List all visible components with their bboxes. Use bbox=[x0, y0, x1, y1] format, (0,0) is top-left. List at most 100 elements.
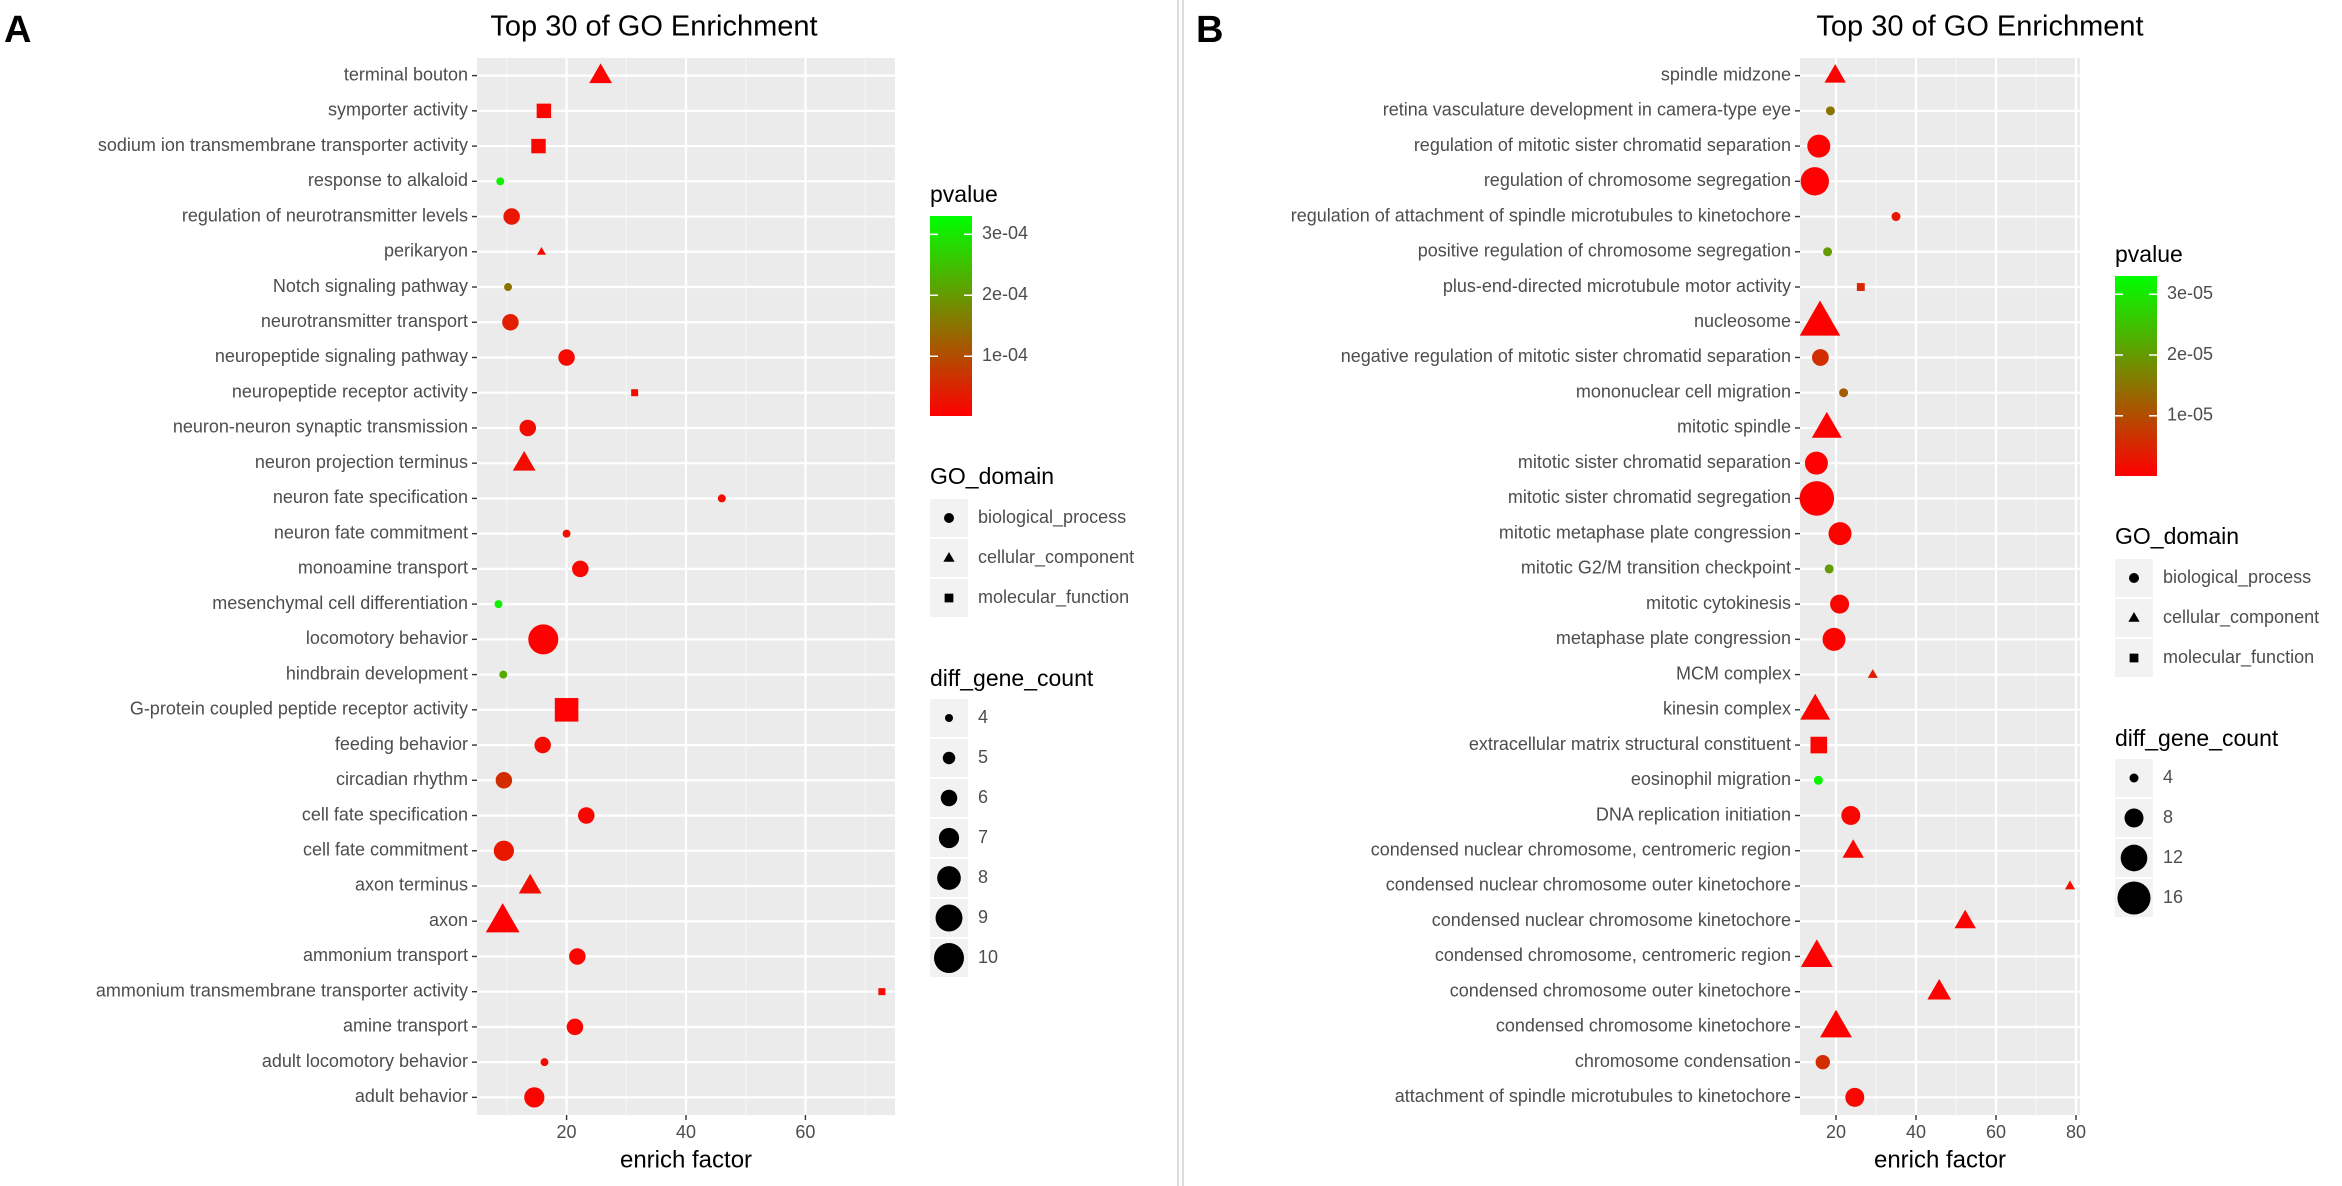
panel-b-title: Top 30 of GO Enrichment bbox=[1816, 11, 2143, 43]
panel-a-point bbox=[540, 1058, 549, 1067]
panel-b-category-label: condensed chromosome, centromeric region bbox=[1435, 945, 1791, 965]
panel-a-legend-domain-label: biological_process bbox=[978, 507, 1126, 528]
panel-a-point bbox=[504, 283, 513, 292]
panel-a-point bbox=[589, 63, 612, 84]
panel-b-plot-background bbox=[1800, 58, 2080, 1115]
panel-a-category-label: locomotory behavior bbox=[306, 628, 468, 648]
panel-a-category-label: neuron fate specification bbox=[273, 487, 468, 507]
panel-b-legend-count-title: diff_gene_count bbox=[2115, 725, 2279, 751]
panel-a-point bbox=[558, 349, 575, 366]
panel-a-legend-domain-key bbox=[944, 513, 954, 523]
panel-b-legend-color-bar bbox=[2115, 276, 2157, 476]
panel-b-category-label: mitotic sister chromatid segregation bbox=[1508, 487, 1791, 507]
panel-a-legend-count-title: diff_gene_count bbox=[930, 665, 1094, 691]
panel-b-category-label: spindle midzone bbox=[1661, 64, 1791, 84]
panel-b-point bbox=[1800, 939, 1833, 967]
panel-b-point bbox=[1824, 564, 1834, 574]
panel-b-point bbox=[1828, 522, 1852, 546]
panel-a-category-label: terminal bouton bbox=[344, 64, 468, 84]
panel-b-legend-domain-label: biological_process bbox=[2163, 567, 2311, 588]
panel-a-label: A bbox=[4, 9, 31, 51]
panel-b-category-label: mitotic G2/M transition checkpoint bbox=[1521, 558, 1791, 578]
panel-a-legend-color-label: 2e-04 bbox=[982, 284, 1028, 304]
panel-b-category-label: condensed nuclear chromosome, centromeri… bbox=[1371, 840, 1791, 860]
panel-a-point bbox=[528, 624, 559, 655]
panel-a-point bbox=[519, 419, 537, 437]
panel-a-category-label: symporter activity bbox=[328, 100, 468, 120]
panel-b-category-label: regulation of attachment of spindle micr… bbox=[1291, 205, 1791, 225]
panel-b-point bbox=[1856, 283, 1865, 291]
panel-a-category-label: neurotransmitter transport bbox=[261, 311, 468, 331]
panel-b-category-label: attachment of spindle microtubules to ki… bbox=[1395, 1086, 1791, 1106]
panel-a-legend-color-label: 1e-04 bbox=[982, 345, 1028, 365]
panel-a-point bbox=[578, 807, 595, 824]
panel-b-point bbox=[1820, 1009, 1852, 1038]
panel-b-category-label: condensed chromosome kinetochore bbox=[1496, 1016, 1791, 1036]
panel-b-category-label: eosinophil migration bbox=[1631, 769, 1791, 789]
panel-b-legend-pvalue-title: pvalue bbox=[2115, 241, 2183, 267]
panel-b-category-label: plus-end-directed microtubule motor acti… bbox=[1443, 276, 1791, 296]
panel-a-point bbox=[631, 389, 639, 397]
panel-b-x-axis-title: enrich factor bbox=[1874, 1146, 2006, 1173]
panel-b-point bbox=[1822, 627, 1846, 651]
panel-a-point bbox=[512, 450, 536, 471]
panel-a-legend-count-key bbox=[935, 904, 963, 932]
panel-b-category-label: mitotic sister chromatid separation bbox=[1518, 452, 1791, 472]
panel-b-category-label: retina vasculature development in camera… bbox=[1383, 100, 1791, 120]
panel-b-x-tick-label: 60 bbox=[1986, 1122, 2006, 1142]
panel-b-point bbox=[1812, 349, 1829, 366]
panel-a-point bbox=[566, 1018, 584, 1036]
panel-b-legend-domain-label: molecular_function bbox=[2163, 647, 2314, 668]
panel-b-legend-count-label: 8 bbox=[2163, 807, 2173, 827]
panel-b-point bbox=[1815, 1054, 1831, 1070]
panel-b-point bbox=[1845, 1087, 1865, 1107]
panel-a-point bbox=[495, 772, 513, 789]
panel-b-category-label: mitotic cytokinesis bbox=[1646, 593, 1791, 613]
panel-a-point bbox=[878, 988, 886, 996]
panel-b-point bbox=[1810, 736, 1828, 754]
panel-a-point bbox=[485, 903, 520, 933]
panel-a-category-label: G-protein coupled peptide receptor activ… bbox=[130, 699, 468, 719]
panel-b-category-label: mitotic spindle bbox=[1677, 417, 1791, 437]
panel-b-point bbox=[1824, 64, 1846, 83]
panel-a-legend-domain-key bbox=[943, 551, 955, 562]
panel-b-legend-count-key bbox=[2129, 773, 2139, 783]
panel-a-point bbox=[717, 494, 726, 503]
panel-b-legend-domain-label: cellular_component bbox=[2163, 607, 2319, 628]
panel-b-point bbox=[1800, 167, 1829, 196]
panel-b-point bbox=[1867, 669, 1878, 678]
panel-a-category-label: adult behavior bbox=[355, 1086, 468, 1106]
panel-a-legend-count-key bbox=[942, 751, 956, 765]
panel-b-legend-count-key bbox=[2124, 808, 2144, 828]
panel-b-legend-domain-key bbox=[2129, 573, 2139, 583]
panel-a-legend-domain-key bbox=[944, 593, 954, 603]
panel-b-point bbox=[1807, 134, 1831, 158]
panel-b-category-label: DNA replication initiation bbox=[1596, 804, 1791, 824]
panel-b-point bbox=[1800, 693, 1831, 720]
panel-b-category-label: chromosome condensation bbox=[1575, 1051, 1791, 1071]
panel-a-point bbox=[554, 698, 579, 722]
panel-a-legend-count-label: 4 bbox=[978, 707, 988, 727]
panel-b-category-label: positive regulation of chromosome segreg… bbox=[1418, 241, 1791, 261]
panel-b-legend-count-label: 12 bbox=[2163, 847, 2183, 867]
panel-b-legend-count-key bbox=[2120, 844, 2148, 872]
panel-b-point bbox=[1804, 451, 1828, 475]
panel-a-legend-count-label: 9 bbox=[978, 907, 988, 927]
panel-b-label: B bbox=[1196, 9, 1223, 51]
panel-b-category-label: mononuclear cell migration bbox=[1576, 381, 1791, 401]
panel-b-legend-count-label: 4 bbox=[2163, 767, 2173, 787]
panel-b-point bbox=[1927, 978, 1952, 1000]
panel-a-legend-color-bar bbox=[930, 216, 972, 416]
panel-a-point bbox=[569, 948, 586, 965]
panel-a-category-label: response to alkaloid bbox=[308, 170, 468, 190]
panel-a-category-label: sodium ion transmembrane transporter act… bbox=[98, 135, 468, 155]
panel-a-point bbox=[572, 560, 589, 578]
panel-a-category-label: neuropeptide receptor activity bbox=[232, 381, 468, 401]
panel-b-legend-domain-key bbox=[2129, 653, 2139, 663]
panel-b-point bbox=[1839, 388, 1849, 398]
panel-a-legend-domain-title: GO_domain bbox=[930, 463, 1054, 489]
panel-a-category-label: hindbrain development bbox=[286, 663, 468, 683]
panel-a-legend-count-key bbox=[937, 866, 961, 890]
panel-a-point bbox=[536, 103, 552, 119]
